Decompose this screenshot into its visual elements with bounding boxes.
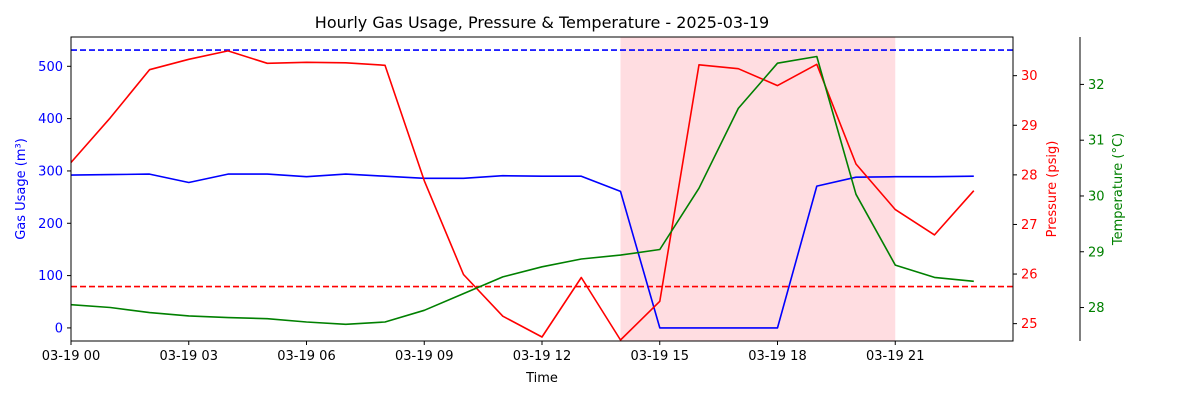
pressure-tick-label: 29 bbox=[1021, 119, 1038, 134]
gas-tick-label: 400 bbox=[38, 112, 63, 127]
x-tick-label: 03-19 00 bbox=[42, 349, 100, 364]
gas-tick-label: 500 bbox=[38, 60, 63, 75]
pressure-tick-label: 25 bbox=[1021, 317, 1038, 332]
x-axis-title: Time bbox=[525, 371, 558, 386]
x-tick-label: 03-19 09 bbox=[395, 349, 453, 364]
temperature-axis-title: Temperature (°C) bbox=[1111, 133, 1126, 246]
temperature-tick-label: 29 bbox=[1088, 245, 1105, 260]
shaded-region bbox=[620, 37, 896, 341]
x-tick-label: 03-19 18 bbox=[748, 349, 806, 364]
pressure-tick-label: 27 bbox=[1021, 218, 1038, 233]
gas-tick-label: 100 bbox=[38, 269, 63, 284]
gas-tick-label: 0 bbox=[55, 321, 63, 336]
pressure-tick-label: 30 bbox=[1021, 69, 1038, 84]
temperature-tick-label: 32 bbox=[1088, 78, 1105, 93]
x-tick-label: 03-19 15 bbox=[631, 349, 689, 364]
pressure-axis-title: Pressure (psig) bbox=[1045, 141, 1060, 238]
gas-tick-label: 300 bbox=[38, 164, 63, 179]
x-tick-label: 03-19 03 bbox=[160, 349, 218, 364]
pressure-tick-label: 28 bbox=[1021, 168, 1038, 183]
gas-axis-title: Gas Usage (m³) bbox=[14, 138, 29, 240]
pressure-tick-label: 26 bbox=[1021, 268, 1038, 283]
temperature-tick-label: 30 bbox=[1088, 189, 1105, 204]
x-tick-label: 03-19 06 bbox=[277, 349, 335, 364]
x-tick-label: 03-19 21 bbox=[866, 349, 924, 364]
temperature-tick-label: 31 bbox=[1088, 134, 1105, 149]
temperature-tick-label: 28 bbox=[1088, 301, 1105, 316]
x-tick-label: 03-19 12 bbox=[513, 349, 571, 364]
gas-tick-label: 200 bbox=[38, 217, 63, 232]
series-line-temperature bbox=[70, 55, 974, 326]
chart-title: Hourly Gas Usage, Pressure & Temperature… bbox=[315, 13, 769, 32]
series-line-gas bbox=[70, 173, 974, 329]
